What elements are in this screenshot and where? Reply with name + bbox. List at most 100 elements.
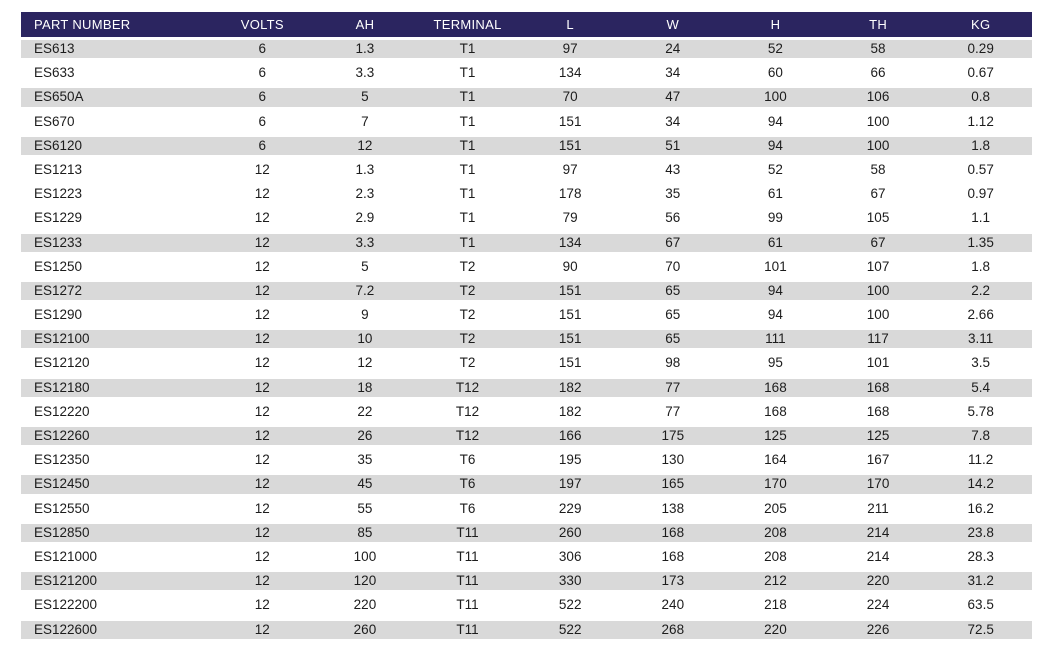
value-cell: 178 [558, 186, 582, 202]
part-number-cell: ES1250 [34, 258, 83, 274]
value-cell: 195 [558, 452, 582, 468]
value-cell: 167 [866, 452, 890, 468]
header-cell-h: H [770, 17, 781, 32]
value-cell: T6 [459, 476, 476, 492]
value-cell: 151 [558, 331, 582, 347]
part-number-cell: ES1223 [34, 186, 83, 202]
value-cell: 0.8 [971, 89, 991, 105]
value-cell: 7 [361, 113, 369, 129]
value-cell: 43 [665, 161, 681, 177]
value-cell: 101 [764, 258, 787, 274]
value-cell: 12 [254, 428, 270, 443]
value-cell: 65 [665, 307, 681, 323]
value-cell: 98 [665, 355, 681, 371]
table-row: ES12220 12 22 T12 182 77 168 168 5.78 [21, 399, 1032, 424]
part-number-cell: ES1272 [34, 282, 83, 298]
value-cell: T11 [456, 548, 479, 564]
value-cell: 12 [254, 548, 270, 564]
value-cell: 12 [254, 161, 270, 177]
value-cell: 35 [665, 186, 681, 202]
value-cell: 5 [361, 258, 369, 274]
value-cell: 208 [764, 548, 787, 564]
value-cell: 151 [558, 355, 582, 371]
value-cell: 100 [866, 137, 890, 153]
value-cell: 12 [254, 573, 270, 589]
value-cell: 226 [866, 621, 890, 637]
value-cell: 90 [562, 258, 578, 274]
part-number-cell: ES6120 [34, 137, 83, 153]
value-cell: 151 [558, 137, 582, 153]
value-cell: 100 [866, 282, 890, 298]
value-cell: 51 [665, 137, 681, 153]
value-cell: 125 [866, 428, 890, 443]
value-cell: 330 [558, 573, 582, 589]
part-number-cell: ES1290 [34, 307, 83, 323]
value-cell: 170 [764, 476, 787, 492]
value-cell: T1 [459, 113, 476, 129]
value-cell: 77 [665, 403, 681, 419]
value-cell: 12 [254, 258, 270, 274]
value-cell: 12 [357, 137, 373, 153]
value-cell: 134 [558, 65, 582, 81]
value-cell: 94 [767, 113, 783, 129]
value-cell: 60 [767, 65, 783, 81]
table-row: ES1272 12 7.2 T2 151 65 94 100 2.2 [21, 278, 1032, 304]
value-cell: 2.3 [355, 186, 375, 202]
value-cell: 16.2 [967, 500, 994, 516]
value-cell: 97 [562, 41, 578, 56]
part-number-cell: ES613 [34, 41, 75, 56]
value-cell: 7.2 [355, 282, 375, 298]
value-cell: 94 [767, 282, 783, 298]
part-number-cell: ES670 [34, 113, 75, 129]
value-cell: 35 [357, 452, 373, 468]
value-cell: T12 [455, 379, 480, 395]
value-cell: T12 [455, 403, 480, 419]
value-cell: 268 [661, 621, 685, 637]
value-cell: 220 [764, 621, 787, 637]
value-cell: T2 [459, 331, 476, 347]
value-cell: 0.67 [967, 65, 994, 81]
value-cell: T2 [459, 307, 476, 323]
table-row: ES1290 12 9 T2 151 65 94 100 2.66 [21, 303, 1032, 328]
value-cell: 95 [767, 355, 783, 371]
value-cell: 34 [665, 113, 681, 129]
part-number-cell: ES122200 [34, 597, 98, 613]
value-cell: 3.3 [355, 65, 375, 81]
table-row: ES650A 6 5 T1 70 47 100 106 0.8 [21, 85, 1032, 110]
value-cell: T11 [456, 573, 479, 589]
part-number-cell: ES12100 [34, 331, 90, 347]
value-cell: 173 [661, 573, 685, 589]
value-cell: 134 [558, 234, 582, 250]
table-row: ES613 6 1.3 T1 97 24 52 58 0.29 [21, 37, 1032, 62]
value-cell: 52 [767, 161, 783, 177]
value-cell: 522 [558, 621, 582, 637]
value-cell: 1.35 [967, 234, 994, 250]
part-number-cell: ES122600 [34, 621, 98, 637]
value-cell: 107 [866, 258, 890, 274]
value-cell: 105 [866, 210, 890, 226]
value-cell: 0.57 [967, 161, 994, 177]
value-cell: 5 [361, 89, 369, 105]
value-cell: 138 [661, 500, 685, 516]
table-body: ES613 6 1.3 T1 97 24 52 58 0.29 ES633 6 3.3 T1 134 34 6… [16, 37, 1037, 642]
value-cell: 224 [866, 597, 890, 613]
value-cell: 168 [661, 548, 685, 564]
value-cell: 58 [870, 41, 886, 56]
value-cell: 12 [254, 621, 270, 637]
value-cell: 208 [764, 524, 787, 540]
value-cell: 45 [357, 476, 373, 492]
value-cell: T1 [459, 210, 476, 226]
value-cell: 260 [353, 621, 377, 637]
value-cell: 522 [558, 597, 582, 613]
value-cell: 211 [867, 500, 889, 516]
value-cell: 99 [767, 210, 783, 226]
part-number-cell: ES121200 [34, 573, 98, 589]
value-cell: T1 [459, 65, 476, 81]
value-cell: 12 [254, 379, 270, 395]
part-number-cell: ES12180 [34, 379, 90, 395]
value-cell: 79 [562, 210, 578, 226]
value-cell: 205 [764, 500, 787, 516]
value-cell: 229 [558, 500, 582, 516]
value-cell: 166 [558, 428, 582, 443]
value-cell: 24 [665, 41, 681, 56]
